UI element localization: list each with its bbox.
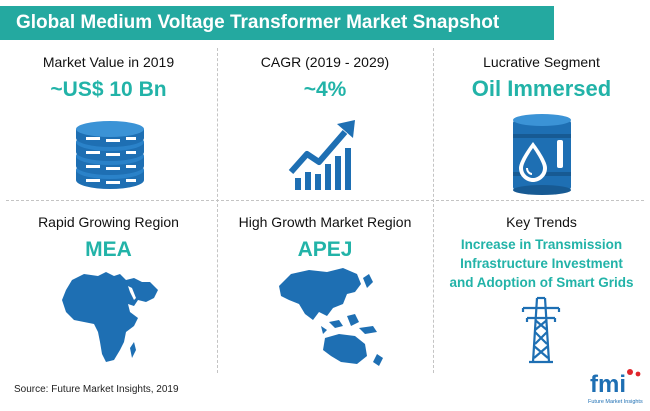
cagr-value: ~4% xyxy=(303,78,347,101)
rapid-growing-region-value: MEA xyxy=(85,238,132,261)
fmi-logo-mark: fmi Future Market Insights xyxy=(588,369,643,405)
lucrative-segment-cell: Lucrative Segment Oil Immersed xyxy=(433,48,650,200)
key-trends-cell: Key Trends Increase in Transmission Infr… xyxy=(433,200,650,373)
oil-barrel-icon xyxy=(513,114,571,195)
high-growth-region-value: APEJ xyxy=(297,238,353,261)
key-trend-line: Increase in Transmission xyxy=(460,237,623,252)
asia-pacific-map-icon xyxy=(279,268,383,366)
title-banner: Global Medium Voltage Transformer Market… xyxy=(0,6,554,40)
market-value-cell: Market Value in 2019 ~US$ 10 Bn xyxy=(0,48,217,200)
key-trend-line: Infrastructure Investment xyxy=(460,256,623,271)
market-value: ~US$ 10 Bn xyxy=(50,78,167,101)
cagr-label: CAGR (2019 - 2029) xyxy=(260,54,390,70)
fmi-logo: fmi Future Market Insights xyxy=(586,368,644,406)
high-growth-region-cell: High Growth Market Region APEJ xyxy=(217,200,433,373)
lucrative-segment-label: Lucrative Segment xyxy=(483,54,600,70)
lucrative-segment-value: Oil Immersed xyxy=(471,76,612,101)
africa-map-icon xyxy=(62,272,158,362)
divider xyxy=(433,48,434,373)
high-growth-region-label: High Growth Market Region xyxy=(238,214,412,230)
svg-text:Future Market Insights: Future Market Insights xyxy=(588,399,643,405)
transmission-tower-icon xyxy=(521,296,561,364)
rapid-growing-region-label: Rapid Growing Region xyxy=(38,214,179,230)
rapid-growing-region-cell: Rapid Growing Region MEA xyxy=(0,200,217,373)
page-title: Global Medium Voltage Transformer Market… xyxy=(16,12,500,33)
coin-stack-icon xyxy=(76,121,144,189)
key-trends-label: Key Trends xyxy=(506,214,577,230)
key-trend-line: and Adoption of Smart Grids xyxy=(449,275,634,290)
divider xyxy=(6,200,644,201)
divider xyxy=(217,48,218,373)
svg-text:fmi: fmi xyxy=(590,371,626,398)
growth-chart-icon xyxy=(288,120,355,190)
source-note: Source: Future Market Insights, 2019 xyxy=(14,384,179,395)
cagr-cell: CAGR (2019 - 2029) ~4% xyxy=(217,48,433,200)
market-value-label: Market Value in 2019 xyxy=(42,54,175,70)
